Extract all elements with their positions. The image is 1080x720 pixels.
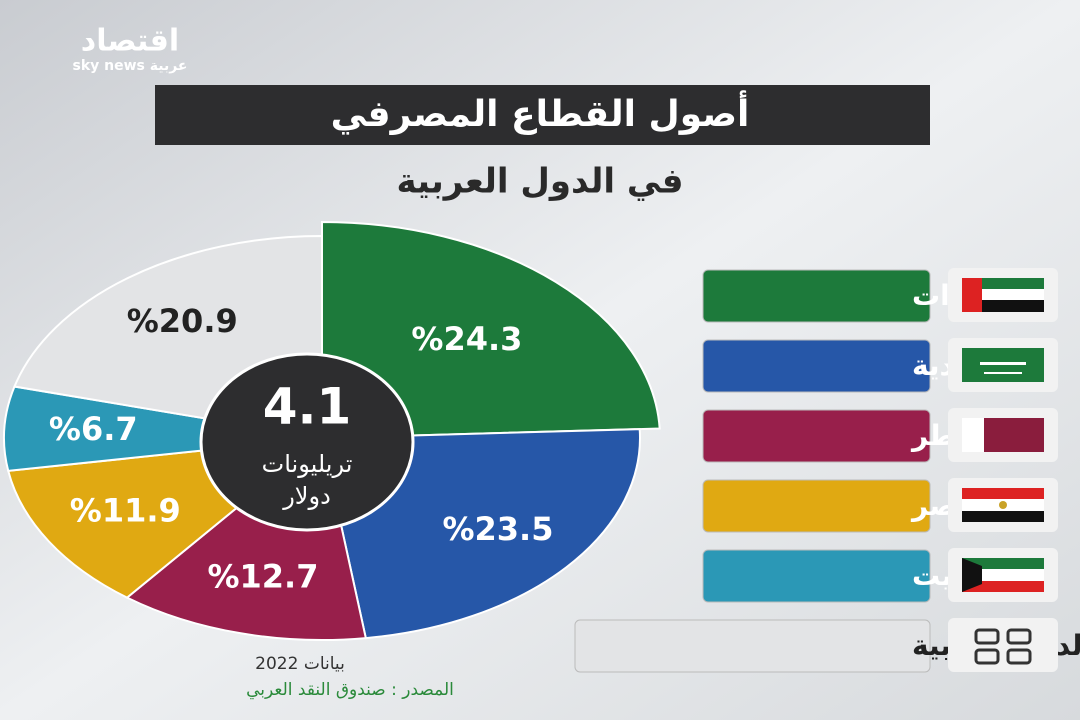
chart-subtitle: في الدول العربية — [396, 162, 683, 202]
source: المصدر : صندوق النقد العربي — [246, 680, 454, 700]
value-label: %6.7 — [49, 410, 138, 448]
legend-swatch — [574, 619, 931, 673]
center-unit-line: تريليونات — [262, 450, 353, 478]
legend-swatch — [702, 269, 931, 323]
logo-tagline: sky news عربية — [73, 58, 188, 74]
chart-title: أصول القطاع المصرفي — [331, 90, 750, 135]
center-value: 4.1 — [263, 378, 352, 436]
value-label: %12.7 — [207, 558, 318, 596]
flag-qatar — [948, 408, 1058, 462]
note: بيانات 2022 — [255, 654, 345, 674]
legend-swatch — [702, 409, 931, 463]
pie-slice — [321, 220, 661, 440]
value-label: %20.9 — [127, 302, 238, 340]
legend-swatch — [702, 339, 931, 393]
flags — [948, 268, 1058, 672]
flag-uae — [948, 268, 1058, 322]
center-circle — [199, 352, 415, 532]
pie-slice — [3, 385, 323, 472]
pie: %24.3 %23.5 %12.7 %11.9 %6.7 %20.9 4.1 تريليونا… — [3, 220, 661, 641]
icon-others — [948, 618, 1058, 672]
value-label: %24.3 — [411, 320, 522, 358]
center-unit: تريليونات دولار — [262, 450, 353, 510]
flag-kuwait — [948, 548, 1058, 602]
legend-swatch — [702, 479, 931, 533]
legend-swatch — [702, 549, 931, 603]
flag-ksa — [948, 338, 1058, 392]
logo-name: اقتصاد — [81, 24, 179, 59]
value-label: %11.9 — [70, 491, 181, 529]
value-label: %23.5 — [442, 510, 553, 548]
flag-egypt — [948, 478, 1058, 532]
title-box — [155, 85, 930, 145]
center-unit-line: دولار — [282, 482, 331, 510]
